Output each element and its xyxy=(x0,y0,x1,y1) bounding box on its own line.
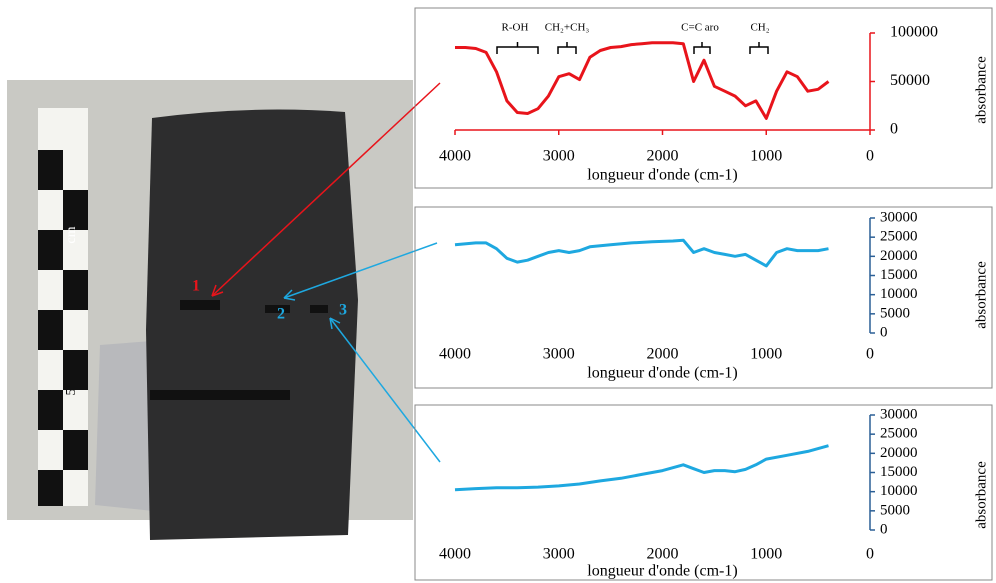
x-tick-label: 4000 xyxy=(439,148,471,165)
arrow-head xyxy=(283,289,296,301)
ruler-block xyxy=(38,230,63,270)
x-tick-label: 4000 xyxy=(439,546,471,563)
x-tick-label: 1000 xyxy=(750,546,782,563)
ruler-block xyxy=(63,430,88,470)
bracket xyxy=(749,42,769,54)
arrow-head xyxy=(211,284,224,297)
y-tick-label: 0 xyxy=(890,121,898,138)
ruler-block xyxy=(38,390,63,430)
foil xyxy=(95,340,240,520)
arrow xyxy=(211,82,441,297)
hole xyxy=(310,305,328,313)
y-tick-label: 10000 xyxy=(880,286,918,302)
arrows xyxy=(211,82,441,463)
crack xyxy=(150,390,290,400)
ruler-block xyxy=(38,470,63,506)
x-tick-label: 1000 xyxy=(750,148,782,165)
y-tick-label: 100000 xyxy=(890,24,938,41)
point-label: 1 xyxy=(192,278,200,295)
hole xyxy=(180,300,220,310)
y-tick-label: 30000 xyxy=(880,406,918,422)
chart-frame xyxy=(414,7,993,189)
ruler-block xyxy=(63,190,88,230)
y-axis-label: absorbance xyxy=(973,461,989,529)
y-tick-label: 0 xyxy=(880,324,888,340)
annotation: C=C aro xyxy=(681,22,719,34)
bracket xyxy=(557,42,577,54)
hole xyxy=(265,305,290,313)
y-tick-label: 20000 xyxy=(880,248,918,264)
x-tick-label: 2000 xyxy=(647,346,679,363)
y-tick-label: 15000 xyxy=(880,267,918,283)
ruler-label: 5 xyxy=(64,389,79,396)
point-label: 3 xyxy=(339,302,347,319)
y-tick-label: 0 xyxy=(880,521,888,537)
photo: cm 5 1 2 3 xyxy=(7,80,413,541)
x-tick-label: 0 xyxy=(866,346,874,363)
y-tick-label: 5000 xyxy=(880,502,910,518)
charcoal xyxy=(146,109,358,541)
y-tick-label: 25000 xyxy=(880,229,918,245)
bracket xyxy=(693,42,711,54)
arrow xyxy=(329,317,441,463)
chart-frame xyxy=(414,404,993,581)
y-tick-label: 50000 xyxy=(890,72,930,89)
chart-frame xyxy=(414,206,993,389)
spectrum-line xyxy=(454,444,829,492)
ruler-block xyxy=(38,310,63,350)
annotation: CH₂ xyxy=(750,22,769,34)
y-axis-label: absorbance xyxy=(973,56,989,124)
y-axis-label: absorbance xyxy=(973,261,989,329)
x-axis-label: longueur d'onde (cm-1) xyxy=(587,365,737,382)
x-tick-label: 3000 xyxy=(543,546,575,563)
ruler-label: cm xyxy=(64,226,79,243)
y-tick-label: 10000 xyxy=(880,483,918,499)
x-tick-label: 2000 xyxy=(647,546,679,563)
x-tick-label: 0 xyxy=(866,546,874,563)
x-tick-label: 1000 xyxy=(750,346,782,363)
y-tick-label: 5000 xyxy=(880,305,910,321)
arrow xyxy=(283,242,438,299)
x-axis-label: longueur d'onde (cm-1) xyxy=(587,563,737,580)
spectrum-line xyxy=(455,41,830,120)
y-tick-label: 30000 xyxy=(880,209,918,225)
x-tick-label: 3000 xyxy=(543,148,575,165)
x-tick-label: 0 xyxy=(866,148,874,165)
spectrum-line xyxy=(454,238,829,268)
ruler-block xyxy=(63,350,88,390)
ruler-block xyxy=(38,150,63,190)
annotation: CH₂+CH₃ xyxy=(545,22,590,34)
y-tick-label: 20000 xyxy=(880,445,918,461)
y-tick-label: 15000 xyxy=(880,464,918,480)
point-label: 2 xyxy=(277,306,285,323)
bracket xyxy=(496,42,539,54)
y-tick-label: 25000 xyxy=(880,426,918,442)
ruler-block xyxy=(63,270,88,310)
x-axis-label: longueur d'onde (cm-1) xyxy=(587,167,737,184)
arrow-head xyxy=(329,317,341,330)
x-tick-label: 4000 xyxy=(439,346,471,363)
x-tick-label: 2000 xyxy=(647,148,679,165)
annotation: R-OH xyxy=(502,22,529,34)
x-tick-label: 3000 xyxy=(543,346,575,363)
